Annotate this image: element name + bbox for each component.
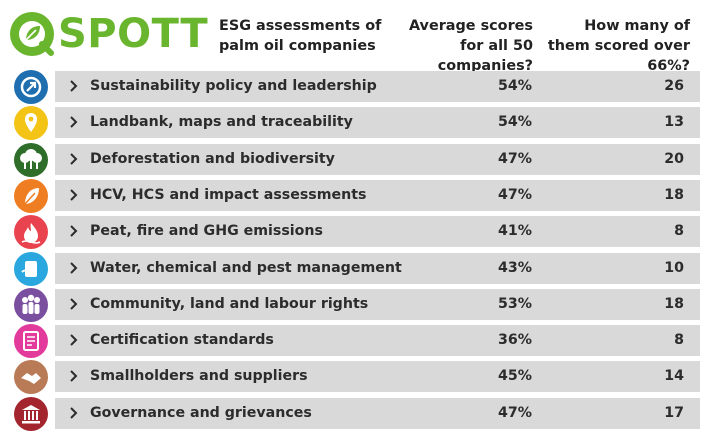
average-score: 54% bbox=[498, 114, 532, 130]
row-label: Landbank, maps and traceability bbox=[90, 114, 353, 130]
row-label: Governance and grievances bbox=[90, 405, 312, 421]
table-row[interactable]: Water, chemical and pest management 43% 10 bbox=[55, 253, 700, 284]
handshake-icon bbox=[14, 360, 48, 394]
chevron-right-icon[interactable] bbox=[69, 333, 79, 347]
table-row[interactable]: Certification standards 36% 8 bbox=[55, 325, 700, 356]
row-label: HCV, HCS and impact assessments bbox=[90, 187, 367, 203]
chevron-right-icon[interactable] bbox=[69, 152, 79, 166]
count-over-66: 18 bbox=[664, 187, 684, 203]
count-column-header: How many of them scored over 66%? bbox=[547, 18, 690, 74]
table-row[interactable]: Sustainability policy and leadership 54% 2… bbox=[55, 71, 700, 102]
spott-logo: SPOTT bbox=[9, 11, 209, 57]
count-over-66: 14 bbox=[664, 368, 684, 384]
count-over-66: 17 bbox=[664, 405, 684, 421]
average-score: 53% bbox=[498, 296, 532, 312]
table-row[interactable]: Smallholders and suppliers 45% 14 bbox=[55, 361, 700, 392]
average-score: 41% bbox=[498, 223, 532, 239]
row-label: Deforestation and biodiversity bbox=[90, 151, 335, 167]
row-label: Water, chemical and pest management bbox=[90, 260, 402, 276]
average-score: 47% bbox=[498, 151, 532, 167]
policy-arrow-icon bbox=[14, 70, 48, 104]
leaf-icon bbox=[14, 179, 48, 213]
count-over-66: 8 bbox=[674, 332, 684, 348]
community-icon bbox=[14, 288, 48, 322]
row-label: Peat, fire and GHG emissions bbox=[90, 223, 323, 239]
table-row[interactable]: Peat, fire and GHG emissions 41% 8 bbox=[55, 216, 700, 247]
forest-icon bbox=[14, 143, 48, 177]
spott-leaf-icon bbox=[10, 12, 54, 56]
table-row[interactable]: Deforestation and biodiversity 47% 20 bbox=[55, 144, 700, 175]
table-row[interactable]: Governance and grievances 47% 17 bbox=[55, 398, 700, 429]
row-label: Sustainability policy and leadership bbox=[90, 78, 377, 94]
courthouse-icon bbox=[14, 397, 48, 431]
certificate-icon bbox=[14, 324, 48, 358]
count-over-66: 8 bbox=[674, 223, 684, 239]
table-title: ESG assessments of palm oil companies bbox=[219, 18, 382, 54]
table-row[interactable]: Community, land and labour rights 53% 18 bbox=[55, 289, 700, 320]
chevron-right-icon[interactable] bbox=[69, 297, 79, 311]
average-score: 54% bbox=[498, 78, 532, 94]
chevron-right-icon[interactable] bbox=[69, 261, 79, 275]
chevron-right-icon[interactable] bbox=[69, 406, 79, 420]
count-over-66: 20 bbox=[664, 151, 684, 167]
table-row[interactable]: Landbank, maps and traceability 54% 13 bbox=[55, 107, 700, 138]
count-over-66: 13 bbox=[664, 114, 684, 130]
count-over-66: 18 bbox=[664, 296, 684, 312]
count-over-66: 10 bbox=[664, 260, 684, 276]
average-score: 47% bbox=[498, 405, 532, 421]
chevron-right-icon[interactable] bbox=[69, 369, 79, 383]
count-over-66: 26 bbox=[664, 78, 684, 94]
average-score: 47% bbox=[498, 187, 532, 203]
chevron-right-icon[interactable] bbox=[69, 188, 79, 202]
water-icon bbox=[14, 252, 48, 286]
brand-name: SPOTT bbox=[58, 11, 209, 57]
chevron-right-icon[interactable] bbox=[69, 79, 79, 93]
map-pin-icon bbox=[14, 106, 48, 140]
average-score: 36% bbox=[498, 332, 532, 348]
chevron-right-icon[interactable] bbox=[69, 224, 79, 238]
chevron-right-icon[interactable] bbox=[69, 115, 79, 129]
average-score: 45% bbox=[498, 368, 532, 384]
row-label: Community, land and labour rights bbox=[90, 296, 369, 312]
fire-icon bbox=[14, 215, 48, 249]
table-row[interactable]: HCV, HCS and impact assessments 47% 18 bbox=[55, 180, 700, 211]
avg-column-header: Average scores for all 50 companies? bbox=[408, 18, 533, 74]
average-score: 43% bbox=[498, 260, 532, 276]
row-label: Smallholders and suppliers bbox=[90, 368, 308, 384]
row-label: Certification standards bbox=[90, 332, 274, 348]
